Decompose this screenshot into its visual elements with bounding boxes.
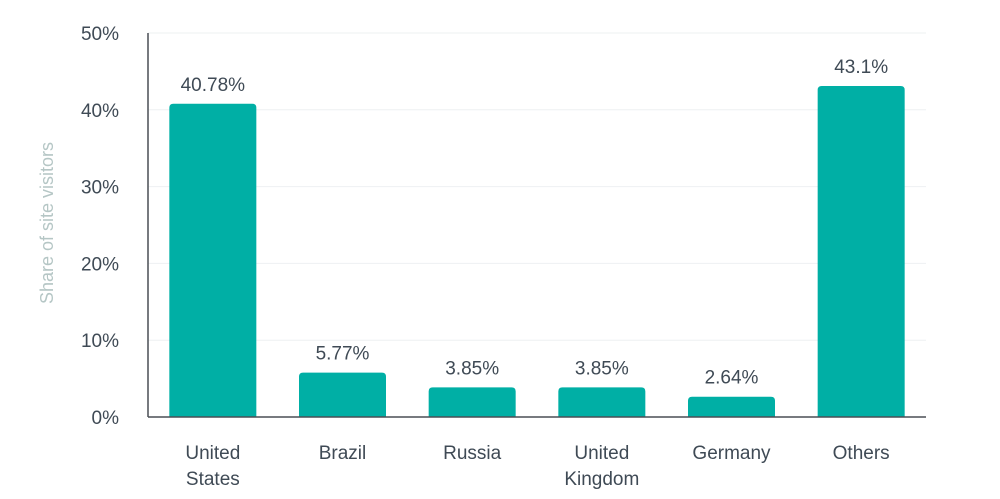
y-tick-label: 30% bbox=[81, 178, 119, 199]
category-label-line: United bbox=[574, 443, 629, 464]
y-axis-ticks: 0% 10% 20% 30% 40% 50% bbox=[81, 24, 119, 429]
bar bbox=[169, 103, 257, 417]
data-label: 3.85% bbox=[445, 358, 499, 379]
category-label-line: Germany bbox=[692, 443, 771, 464]
category-label: Russia bbox=[443, 443, 502, 464]
y-tick-label: 0% bbox=[92, 408, 120, 429]
category-label: United Kingdom bbox=[564, 443, 639, 490]
category-label: United States bbox=[185, 443, 240, 490]
bar bbox=[558, 387, 646, 417]
category-label-line: Others bbox=[833, 443, 890, 464]
category-label-line: Kingdom bbox=[564, 469, 639, 490]
category-label: Others bbox=[833, 443, 890, 464]
data-label: 40.78% bbox=[181, 75, 246, 96]
bar bbox=[688, 396, 775, 417]
data-labels: 40.78% 5.77% 3.85% 3.85% 2.64% 43.1% bbox=[181, 57, 889, 389]
data-label: 43.1% bbox=[834, 57, 888, 78]
data-label: 5.77% bbox=[316, 344, 370, 365]
y-tick-label: 50% bbox=[81, 24, 119, 45]
gridlines bbox=[148, 32, 926, 341]
y-axis-label: Share of site visitors bbox=[37, 142, 57, 304]
category-label: Germany bbox=[692, 443, 771, 464]
category-label-line: Russia bbox=[443, 443, 502, 464]
y-tick-label: 40% bbox=[81, 101, 119, 122]
data-label: 2.64% bbox=[705, 368, 759, 389]
bars bbox=[169, 85, 905, 417]
category-label-line: States bbox=[186, 469, 240, 490]
y-tick-label: 10% bbox=[81, 331, 119, 352]
bar bbox=[817, 85, 905, 417]
y-tick-label: 20% bbox=[81, 254, 119, 275]
bar bbox=[299, 372, 386, 417]
data-label: 3.85% bbox=[575, 358, 629, 379]
category-label: Brazil bbox=[319, 443, 367, 464]
x-axis-categories: United States Brazil Russia United Kingdom Ger… bbox=[185, 443, 889, 490]
category-label-line: United bbox=[185, 443, 240, 464]
category-label-line: Brazil bbox=[319, 443, 367, 464]
bar bbox=[428, 387, 516, 417]
